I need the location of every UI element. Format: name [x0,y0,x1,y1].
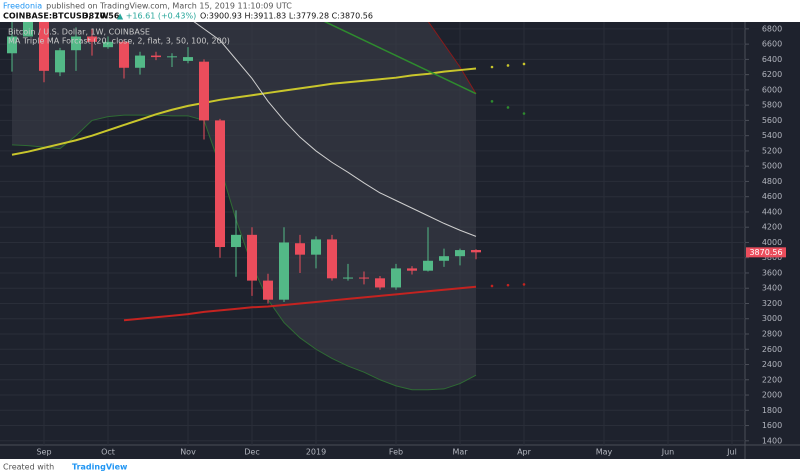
footer-bg [0,459,800,475]
candle-body [423,260,433,271]
header-bg [0,0,800,22]
forecast-dot [522,283,526,286]
candle-body [183,57,193,61]
y-tick-label: 1600 [762,421,782,430]
x-tick-label: Nov [180,448,196,457]
y-tick-label: 4800 [762,177,782,186]
candle-body [439,256,449,261]
candle-body [151,55,161,58]
candle-body [471,250,481,253]
legend-symbol: Bitcoin / U.S. Dollar, 1W, COINBASE [8,28,150,37]
y-tick-label: 2400 [762,360,782,369]
x-tick-label: Apr [517,448,532,457]
y-tick-label: 3400 [762,284,782,293]
ma-line [123,285,477,322]
x-tick-label: May [596,448,613,457]
candle-body [295,243,305,255]
forecast-dot [506,106,510,109]
candle-body [23,22,33,37]
candle-body [247,234,257,281]
candle-body [279,242,289,300]
y-tick-label: 1800 [762,406,782,415]
y-tick-label: 3800 [762,253,782,262]
candle-body [87,36,97,42]
y-tick-label: 5400 [762,131,782,140]
y-tick-label: 3600 [762,268,782,277]
y-tick-label: 4400 [762,207,782,216]
x-tick-label: Feb [389,448,403,457]
y-tick-label: 2800 [762,330,782,339]
candle-body [7,36,17,54]
y-tick-label: 4000 [762,238,782,247]
price-tag-label: 3870.56 [749,248,782,257]
footer-text: Created with [3,463,54,472]
candle-body [103,41,113,48]
candle-body [215,120,225,248]
forecast-dot [522,62,526,66]
x-tick-label: 2019 [306,448,326,457]
x-tick-label: Mar [452,448,468,457]
forecast-dot [522,112,526,115]
x-tick-label: Jul [726,448,737,457]
plot [0,22,745,445]
y-tick-label: 5000 [762,162,782,171]
y-tick-label: 3000 [762,314,782,323]
candle-body [407,268,417,271]
forecast-dot [490,100,494,103]
ma-line [11,67,477,156]
candle-body [135,55,145,68]
candle-body [167,56,177,58]
y-tick-label: 5200 [762,146,782,155]
symbol: COINBASE:BTCUSD, 1W [3,12,109,21]
footer-brand[interactable]: TradingView [72,463,128,472]
author[interactable]: Freedonia [3,2,42,11]
x-tick-label: Dec [244,448,259,457]
x-tick-label: Oct [101,448,115,457]
forecast-dot [490,284,494,288]
candle-body [311,239,321,255]
candle-body [455,250,465,257]
candle-body [359,277,369,279]
y-tick-label: 5600 [762,116,782,125]
y-tick-label: 3200 [762,299,782,308]
y-tick-label: 6800 [762,24,782,33]
legend-indicator: MA Triple MA Forcast (20, close, 2, flat… [8,37,230,46]
candle-body [71,36,81,51]
y-tick-label: 6200 [762,70,782,79]
ma-line [323,22,477,95]
y-tick-label: 5800 [762,101,782,110]
candle-body [375,278,385,288]
ohlc: O:3900.93 H:3911.83 L:3779.28 C:3870.56 [200,12,373,21]
last-price: 3870.56 [83,12,120,21]
x-tick-label: Sep [36,448,51,457]
price-tag [746,247,786,258]
candle-body [327,239,337,279]
y-tick-label: 6600 [762,40,782,49]
candle-body [231,234,241,248]
candle-body [391,268,401,288]
forecast-dot [506,283,510,287]
x-tick-label: Jun [661,448,675,457]
y-tick-label: 2200 [762,375,782,384]
y-tick-label: 4200 [762,223,782,232]
change: ▲ +16.61 (+0.43%) [117,12,196,21]
candle-body [263,280,273,300]
candle-body [199,61,209,121]
candle-body [119,41,129,68]
y-tick-label: 6000 [762,85,782,94]
ma-line [193,22,477,237]
forecast-dot [506,64,510,67]
published: published on TradingView.com, March 15, … [46,2,292,11]
forecast-dot [490,65,494,69]
candle-body [39,22,49,71]
candle-body [343,277,353,279]
y-tick-label: 4600 [762,192,782,201]
y-tick-label: 2600 [762,345,782,354]
y-tick-label: 2000 [762,391,782,400]
y-tick-label: 1400 [762,436,782,445]
band-lower-edge [11,114,477,391]
candle-body [55,50,65,73]
y-tick-label: 6400 [762,55,782,64]
